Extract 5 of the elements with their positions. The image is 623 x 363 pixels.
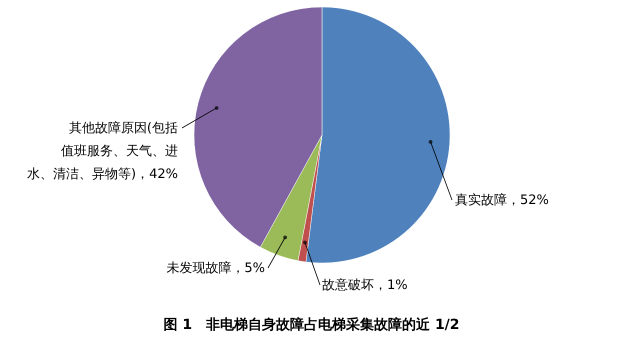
slice-label: 未发现故障，5% bbox=[166, 261, 265, 276]
text: 图 1 非电梯自身故障占电梯采集故障的近 1/2 bbox=[163, 316, 460, 333]
slice-label: 其他故障原因(包括值班服务、天气、进水、清洁、异物等)，42% bbox=[27, 121, 178, 182]
slice-label: 故意破坏，1% bbox=[322, 278, 408, 293]
slice-label: 真实故障，52% bbox=[455, 193, 549, 208]
